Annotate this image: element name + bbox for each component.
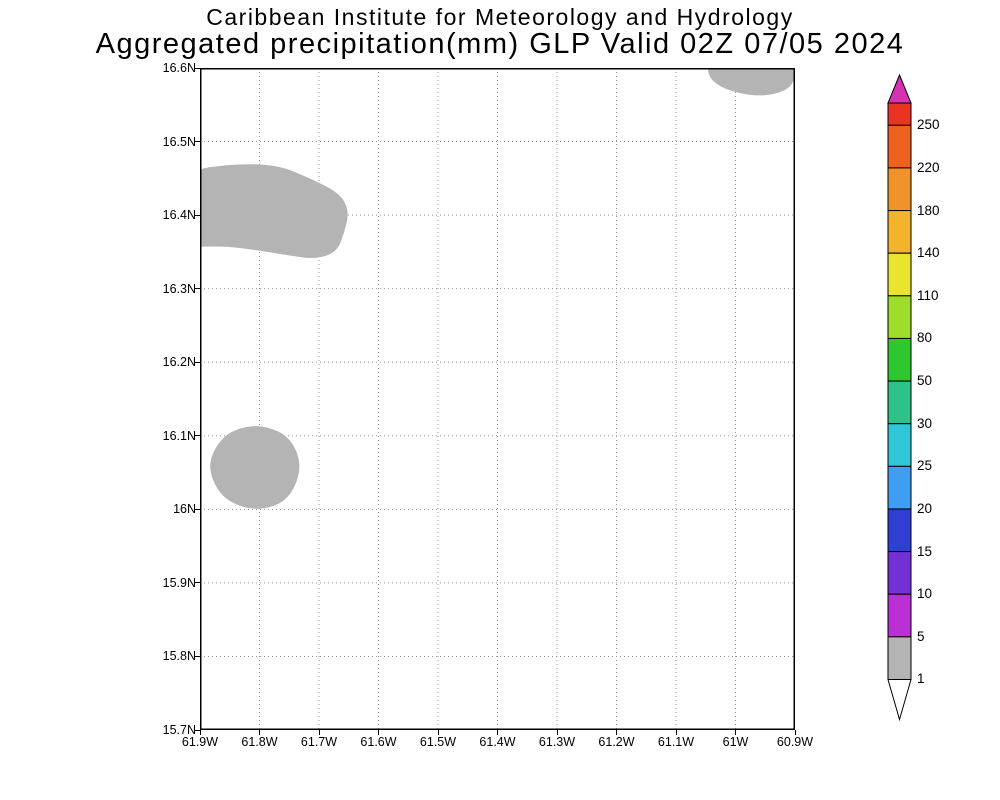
x-axis-label: 61.6W (360, 735, 397, 749)
colorbar-segment (887, 593, 912, 638)
y-axis-tick (195, 582, 200, 584)
precip-region-northeast-edge-blob (707, 68, 795, 96)
y-axis-tick (195, 508, 200, 510)
colorbar-segment (887, 423, 912, 467)
x-axis-tick (675, 730, 677, 735)
precip-region-northwest-band (200, 164, 348, 258)
colorbar-level-label: 30 (917, 415, 933, 431)
colorbar-segment (887, 210, 912, 254)
colorbar-under-arrow (887, 678, 912, 722)
colorbar-segment (887, 124, 912, 169)
x-axis-tick (259, 730, 260, 735)
y-axis-label: 16.3N (162, 281, 196, 296)
colorbar-segment (887, 295, 912, 339)
colorbar-level-label: 50 (917, 373, 933, 389)
colorbar-level-label: 140 (917, 245, 940, 261)
y-axis-tick (195, 655, 200, 657)
colorbar-segment (887, 167, 912, 212)
y-axis-label: 15.9N (162, 575, 196, 590)
x-axis-label: 61W (722, 735, 749, 749)
x-axis-label: 61.7W (300, 735, 338, 749)
colorbar-segment (887, 636, 912, 680)
y-axis-tick (195, 729, 200, 731)
x-axis-label: 61.4W (479, 735, 516, 749)
colorbar-level-label: 80 (917, 330, 933, 346)
y-axis-tick (195, 361, 200, 363)
colorbar-segment (887, 102, 912, 126)
colorbar-level-label: 25 (917, 458, 933, 474)
y-axis-label: 16N (173, 502, 196, 517)
colorbar-level-label: 5 (917, 628, 925, 644)
plot-frame (200, 68, 795, 730)
y-axis-label: 15.7N (162, 723, 196, 737)
x-axis-tick (735, 730, 736, 735)
y-axis-label: 16.2N (162, 355, 196, 370)
figure-subtitle: Aggregated precipitation(mm) GLP Valid 0… (95, 28, 905, 60)
x-axis-label: 60.9W (776, 735, 814, 749)
y-axis-tick (195, 141, 200, 143)
x-axis-tick (556, 730, 558, 735)
colorbar-level-label: 110 (917, 287, 939, 303)
y-axis-label: 15.8N (162, 649, 196, 664)
x-axis-tick (437, 730, 439, 735)
colorbar-level-label: 250 (917, 117, 940, 133)
x-axis-label: 61.9W (181, 735, 219, 749)
colorbar-level-label: 20 (917, 500, 933, 516)
y-axis-tick (195, 214, 200, 216)
precip-region-west-blob (210, 426, 300, 509)
x-axis-tick (616, 730, 617, 735)
x-axis-label: 61.1W (657, 735, 695, 749)
colorbar-svg (887, 73, 912, 722)
colorbar-over-arrow (887, 73, 912, 104)
x-axis-label: 61.3W (538, 735, 576, 749)
map-plot-area (200, 68, 795, 730)
y-axis-label: 16.5N (162, 134, 196, 149)
colorbar-segment (887, 508, 912, 553)
y-axis-label: 16.1N (162, 428, 196, 443)
colorbar (880, 60, 940, 740)
y-axis-tick (195, 435, 200, 437)
colorbar-level-label: 15 (917, 543, 933, 559)
colorbar-level-label: 220 (917, 159, 940, 175)
colorbar-segment (887, 380, 912, 425)
x-axis-tick (794, 730, 796, 735)
y-axis-label: 16.4N (162, 208, 196, 223)
y-axis-tick (195, 288, 200, 290)
colorbar-segment (887, 551, 912, 595)
colorbar-level-label: 180 (917, 202, 940, 218)
x-axis-label: 61.8W (241, 735, 278, 749)
x-axis-label: 61.2W (598, 735, 635, 749)
colorbar-level-label: 1 (917, 671, 925, 687)
x-axis-label: 61.5W (419, 735, 457, 749)
y-axis-tick (195, 67, 200, 69)
colorbar-segment (887, 465, 912, 510)
x-axis-tick (378, 730, 379, 735)
x-axis-tick (318, 730, 320, 735)
y-axis-label: 16.6N (162, 61, 196, 75)
x-axis-tick (497, 730, 498, 735)
colorbar-segment (887, 337, 912, 382)
colorbar-segment (887, 252, 912, 297)
x-axis-tick (199, 730, 201, 735)
colorbar-level-label: 10 (917, 586, 933, 602)
map-plot-svg (200, 68, 795, 730)
figure-title: Caribbean Institute for Meteorology and … (206, 4, 794, 30)
